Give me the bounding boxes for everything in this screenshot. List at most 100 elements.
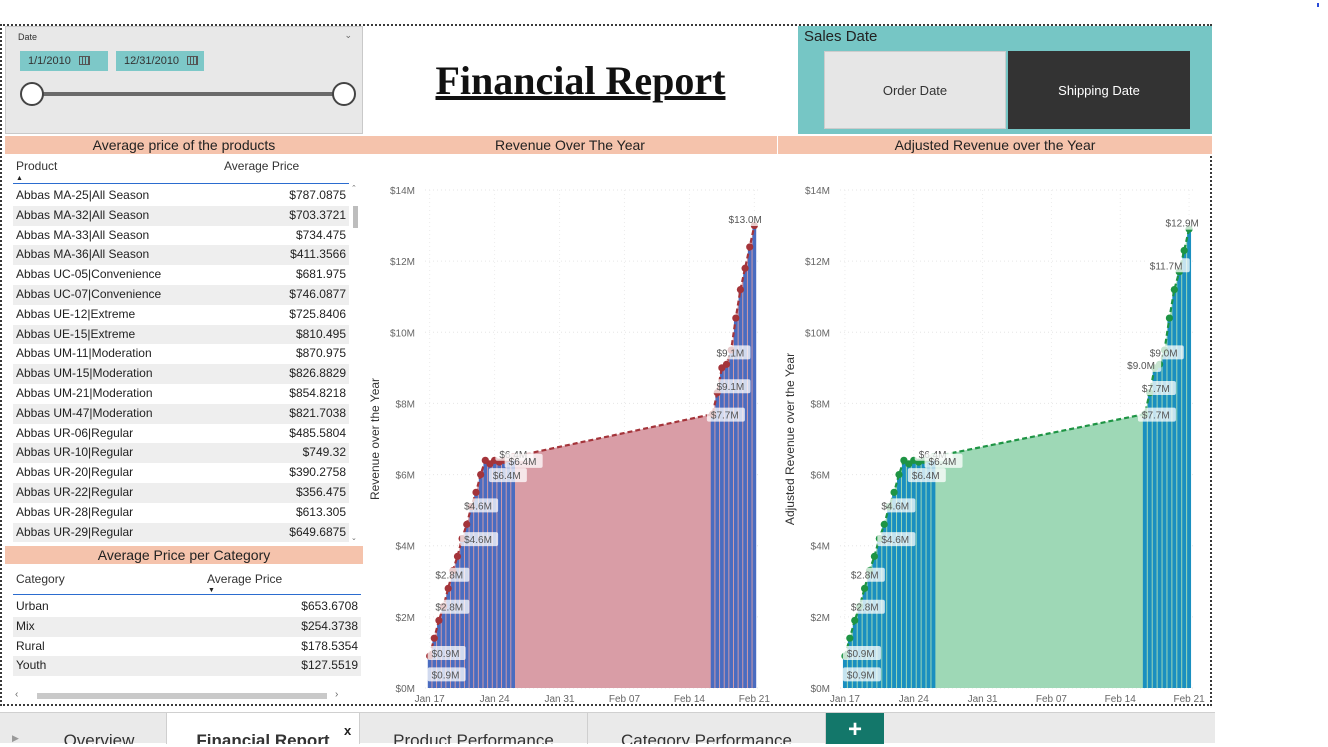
table-row[interactable]: Abbas MA-25|All Season $787.0875 [13,186,349,206]
tab-scroll-left-icon[interactable]: ▶ [12,733,19,743]
bar[interactable] [862,588,867,688]
slider-start-handle[interactable] [20,82,44,106]
table-row[interactable]: Abbas UE-12|Extreme $725.8406 [13,305,349,325]
sort-asc-icon[interactable]: ▲ [16,175,23,182]
bar[interactable] [1157,364,1162,688]
scrollbar-thumb[interactable] [353,206,358,228]
bar[interactable] [906,463,911,688]
bar[interactable] [1177,271,1182,688]
bar[interactable] [729,350,734,688]
table-row[interactable]: Abbas UC-05|Convenience $681.975 [13,265,349,285]
bar[interactable] [710,414,715,688]
table-row[interactable]: Abbas UM-15|Moderation $826.8829 [13,364,349,384]
slider-end-handle[interactable] [332,82,356,106]
calendar-icon[interactable] [187,56,199,65]
bar[interactable] [892,492,897,688]
tab-financial-report[interactable]: Financial Report [167,713,360,744]
bar[interactable] [1162,350,1167,688]
bar[interactable] [469,506,474,688]
bar[interactable] [720,367,724,688]
bar[interactable] [483,460,488,688]
table-row[interactable]: Abbas UE-15|Extreme $810.495 [13,324,349,345]
bar[interactable] [511,456,515,688]
bar[interactable] [921,460,926,688]
bar[interactable] [1167,318,1172,688]
table-row[interactable]: Mix $254.3738 [13,616,361,637]
table-row[interactable]: Abbas UC-07|Convenience $746.0877 [13,284,349,305]
bar[interactable] [901,460,906,688]
bar[interactable] [724,364,729,688]
end-date-input[interactable]: 12/31/2010 [116,51,204,71]
table-row[interactable]: Abbas UR-29|Regular $649.6875 [13,522,349,543]
bar[interactable] [1142,414,1147,688]
bar[interactable] [752,225,757,689]
bar[interactable] [506,458,511,688]
table-row[interactable]: Abbas UR-22|Regular $356.475 [13,482,349,503]
add-page-button[interactable]: + [826,713,884,744]
table-row[interactable]: Urban $653.6708 [13,597,361,617]
table-row[interactable]: Abbas MA-36|All Season $411.3566 [13,245,349,266]
date-range-slider-track[interactable] [32,92,348,96]
bar[interactable] [1152,367,1157,688]
bar[interactable] [733,318,738,688]
bar[interactable] [747,246,752,688]
bar[interactable] [446,588,451,688]
data-point[interactable] [741,264,749,272]
data-point[interactable] [1180,246,1188,255]
scroll-left-icon[interactable]: ‹ [15,689,19,700]
bar[interactable] [1182,250,1187,688]
bar[interactable] [1187,229,1192,688]
table-row[interactable]: Abbas UR-28|Regular $613.305 [13,503,349,523]
data-point[interactable] [463,520,471,528]
order-date-button[interactable]: Order Date [824,51,1006,129]
table-row[interactable]: Abbas UM-11|Moderation $870.975 [13,344,349,364]
shipping-date-button[interactable]: Shipping Date [1008,51,1190,129]
close-tab-icon[interactable]: x [344,723,352,738]
bar[interactable] [926,458,931,688]
table-row[interactable]: Abbas UM-47|Moderation $821.7038 [13,403,349,424]
start-date-input[interactable]: 1/1/2010 [20,51,108,71]
scroll-right-icon[interactable]: › [335,689,339,700]
scrollbar-thumb[interactable] [37,693,327,699]
table-row[interactable]: Youth $127.5519 [13,656,361,677]
bar[interactable] [743,268,747,688]
chevron-down-icon[interactable]: ⌄ [344,30,352,40]
column-header-category[interactable]: Category [16,572,65,586]
bar[interactable] [1172,289,1177,688]
scroll-down-icon[interactable]: ⌄ [351,535,357,542]
data-point[interactable] [746,243,754,251]
data-point[interactable] [880,520,888,528]
bar[interactable] [911,460,916,688]
horizontal-scrollbar[interactable]: ‹ › [15,689,345,700]
bar[interactable] [872,556,877,688]
data-point[interactable] [870,552,879,560]
bar[interactable] [1147,392,1152,688]
data-point[interactable] [472,488,480,496]
column-header-category-average-price[interactable]: Average Price [207,572,283,586]
bar[interactable] [478,474,483,688]
data-point[interactable] [430,634,438,642]
date-slicer[interactable]: Date ⌄ 1/1/2010 12/31/2010 [5,26,363,134]
table-row[interactable]: Abbas MA-33|All Season $734.475 [13,226,349,246]
bar[interactable] [847,638,852,688]
bar[interactable] [897,474,901,688]
data-point[interactable] [860,584,869,592]
bar[interactable] [432,638,437,688]
data-point[interactable] [851,616,859,625]
bar[interactable] [488,463,492,688]
data-point[interactable] [732,314,740,322]
table-row[interactable]: Abbas UR-20|Regular $390.2758 [13,463,349,483]
bar[interactable] [916,462,921,688]
calendar-icon[interactable] [78,56,90,65]
table-row[interactable]: Abbas UR-10|Regular $749.32 [13,443,349,464]
data-point[interactable] [846,634,854,642]
data-point[interactable] [895,470,903,479]
bar[interactable] [867,570,872,688]
data-point[interactable] [435,616,443,625]
bar[interactable] [497,462,502,688]
bar[interactable] [931,456,936,688]
table-row[interactable]: Abbas MA-32|All Season $703.3721 [13,205,349,226]
data-point[interactable] [477,470,485,479]
bar[interactable] [502,460,506,688]
data-point[interactable] [453,552,462,560]
